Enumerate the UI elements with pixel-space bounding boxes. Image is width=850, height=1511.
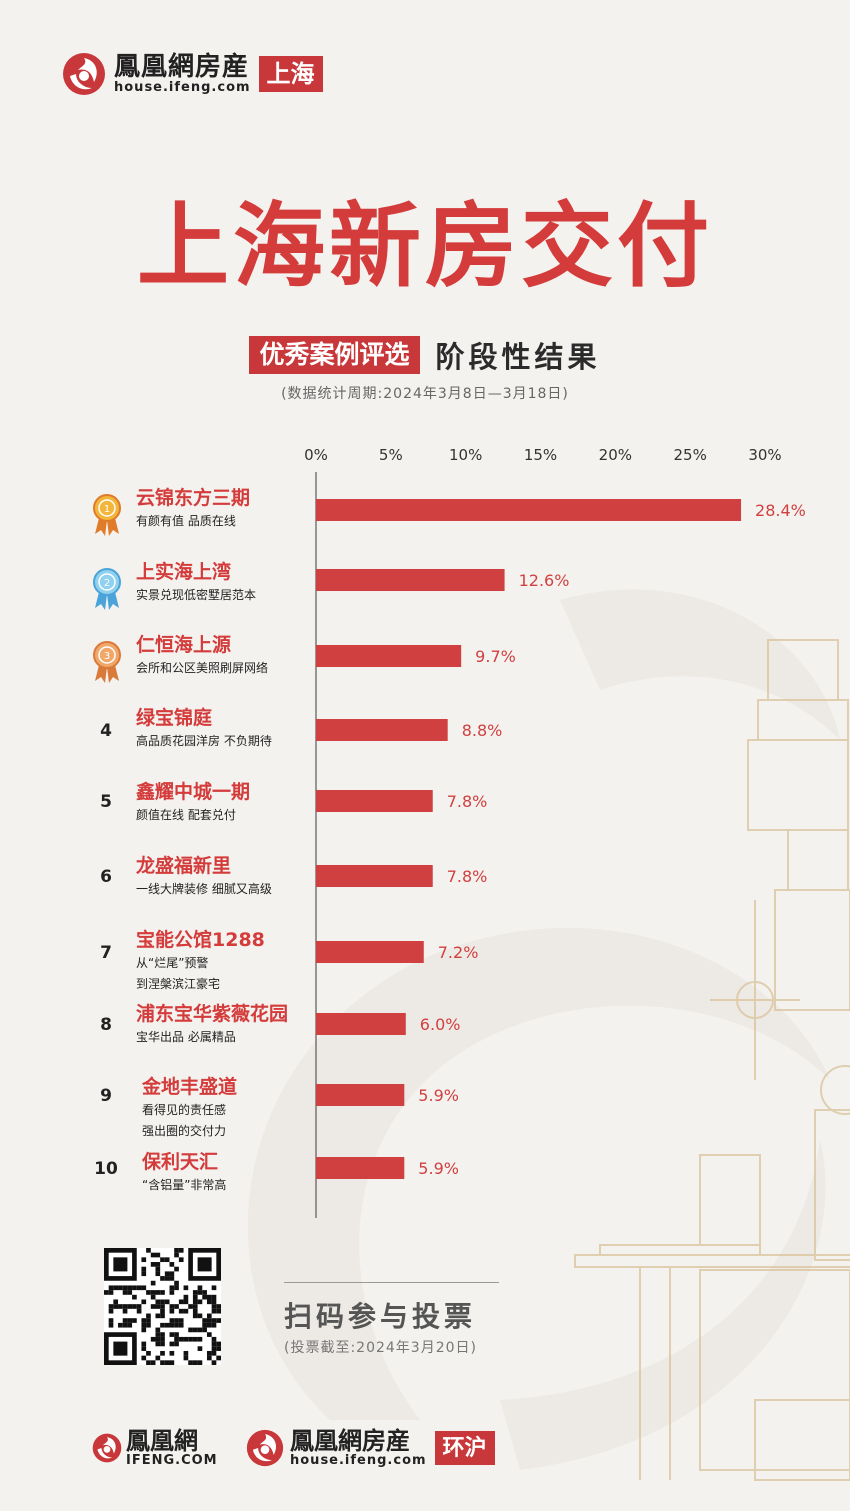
project-name: 仁恒海上源 bbox=[136, 633, 231, 656]
stat-period: (数据统计周期:2024年3月8日—3月18日) bbox=[281, 386, 569, 402]
project-name: 金地丰盛道 bbox=[141, 1075, 237, 1098]
bar bbox=[316, 645, 462, 667]
project-name: 宝能公馆1288 bbox=[136, 928, 265, 951]
project-desc: “含铝量”非常高 bbox=[142, 1177, 226, 1192]
bar bbox=[316, 865, 433, 887]
data-label: 8.8% bbox=[462, 721, 503, 740]
city-badge: 上海 bbox=[258, 56, 323, 92]
data-label: 28.4% bbox=[755, 501, 806, 520]
footer-logo-url: house.ifeng.com bbox=[290, 1453, 427, 1468]
tick-label: 25% bbox=[673, 446, 706, 464]
rank-number: 9 bbox=[100, 1086, 112, 1106]
bar bbox=[316, 790, 433, 812]
project-desc: 实景兑现低密墅居范本 bbox=[136, 587, 256, 602]
tick-label: 10% bbox=[449, 446, 482, 464]
project-name: 浦东宝华紫薇花园 bbox=[136, 1002, 288, 1025]
phoenix-logo-icon bbox=[92, 1433, 122, 1463]
rank-number: 10 bbox=[94, 1159, 118, 1179]
data-label: 6.0% bbox=[420, 1015, 461, 1034]
phoenix-logo-icon bbox=[246, 1429, 284, 1467]
footer-logo-house: 鳳凰網房産 house.ifeng.com 环沪 bbox=[246, 1428, 495, 1468]
project-desc: 强出圈的交付力 bbox=[142, 1123, 226, 1138]
footer-city-badge: 环沪 bbox=[434, 1431, 495, 1465]
project-desc: 高品质花园洋房 不负期待 bbox=[136, 733, 272, 748]
brand-name: 鳳凰網房産 bbox=[114, 52, 250, 82]
tick-label: 0% bbox=[304, 446, 328, 464]
data-label: 7.8% bbox=[447, 867, 488, 886]
project-name: 龙盛福新里 bbox=[136, 854, 231, 877]
subtitle: 优秀案例评选 阶段性结果 bbox=[0, 334, 850, 376]
data-label: 5.9% bbox=[418, 1086, 459, 1105]
project-desc: 一线大牌装修 细腻又高级 bbox=[136, 881, 272, 896]
project-desc: 有颜有值 品质在线 bbox=[136, 513, 236, 528]
tick-label: 15% bbox=[524, 446, 557, 464]
rank-number: 4 bbox=[100, 721, 112, 741]
bar bbox=[316, 499, 742, 521]
qr-code[interactable] bbox=[104, 1248, 221, 1365]
project-name: 云锦东方三期 bbox=[136, 486, 250, 509]
project-desc: 从“烂尾”预警 bbox=[136, 955, 208, 970]
gold-medal-icon: 1 bbox=[93, 494, 121, 536]
subtitle-text: 阶段性结果 bbox=[435, 340, 601, 374]
footer-logo-ifeng: 鳳凰網 IFENG.COM bbox=[92, 1428, 218, 1468]
data-label: 5.9% bbox=[418, 1159, 459, 1178]
rank-number: 6 bbox=[100, 867, 112, 887]
tick-label: 30% bbox=[748, 446, 781, 464]
silver-medal-icon: 2 bbox=[93, 568, 121, 610]
project-desc: 看得见的责任感 bbox=[142, 1102, 226, 1117]
rank-number: 8 bbox=[100, 1015, 112, 1035]
svg-text:3: 3 bbox=[104, 651, 110, 662]
vote-deadline: (投票截至:2024年3月20日) bbox=[284, 1340, 477, 1356]
footer-logo-name: 鳳凰網 bbox=[126, 1426, 198, 1455]
project-desc: 宝华出品 必属精品 bbox=[136, 1030, 236, 1044]
rank-number: 5 bbox=[100, 792, 112, 812]
data-label: 7.2% bbox=[438, 943, 479, 962]
project-name: 绿宝锦庭 bbox=[136, 706, 212, 729]
project-desc: 会所和公区美照刷屏网络 bbox=[136, 660, 268, 675]
bronze-medal-icon: 3 bbox=[93, 641, 121, 683]
svg-text:1: 1 bbox=[104, 504, 110, 515]
divider bbox=[284, 1282, 499, 1283]
subtitle-badge: 优秀案例评选 bbox=[249, 336, 420, 374]
tick-label: 5% bbox=[379, 446, 403, 464]
bar bbox=[316, 941, 424, 963]
data-label: 12.6% bbox=[519, 571, 570, 590]
bar bbox=[316, 1013, 406, 1035]
project-name: 鑫耀中城一期 bbox=[135, 780, 250, 803]
project-desc: 颜值在线 配套兑付 bbox=[136, 807, 236, 822]
phoenix-logo-icon bbox=[63, 53, 105, 95]
page-title: 上海新房交付 bbox=[136, 193, 713, 300]
tick-label: 20% bbox=[599, 446, 632, 464]
project-name: 保利天汇 bbox=[141, 1150, 218, 1173]
footer-logo-url: IFENG.COM bbox=[126, 1453, 218, 1468]
brand-url: house.ifeng.com bbox=[114, 80, 251, 95]
data-label: 7.8% bbox=[447, 792, 488, 811]
project-name: 上实海上湾 bbox=[136, 560, 231, 583]
brand-logo: 鳳凰網房産 house.ifeng.com 上海 bbox=[62, 52, 323, 96]
data-label: 9.7% bbox=[475, 647, 516, 666]
vote-title: 扫码参与投票 bbox=[284, 1300, 477, 1333]
footer-logo-name: 鳳凰網房産 bbox=[290, 1426, 410, 1455]
bar bbox=[316, 719, 448, 741]
project-desc: 到涅槃滨江豪宅 bbox=[136, 976, 220, 991]
bar bbox=[316, 1084, 405, 1106]
svg-text:2: 2 bbox=[104, 578, 110, 589]
rank-number: 7 bbox=[100, 943, 112, 963]
bar bbox=[316, 569, 505, 591]
bar bbox=[316, 1157, 405, 1179]
